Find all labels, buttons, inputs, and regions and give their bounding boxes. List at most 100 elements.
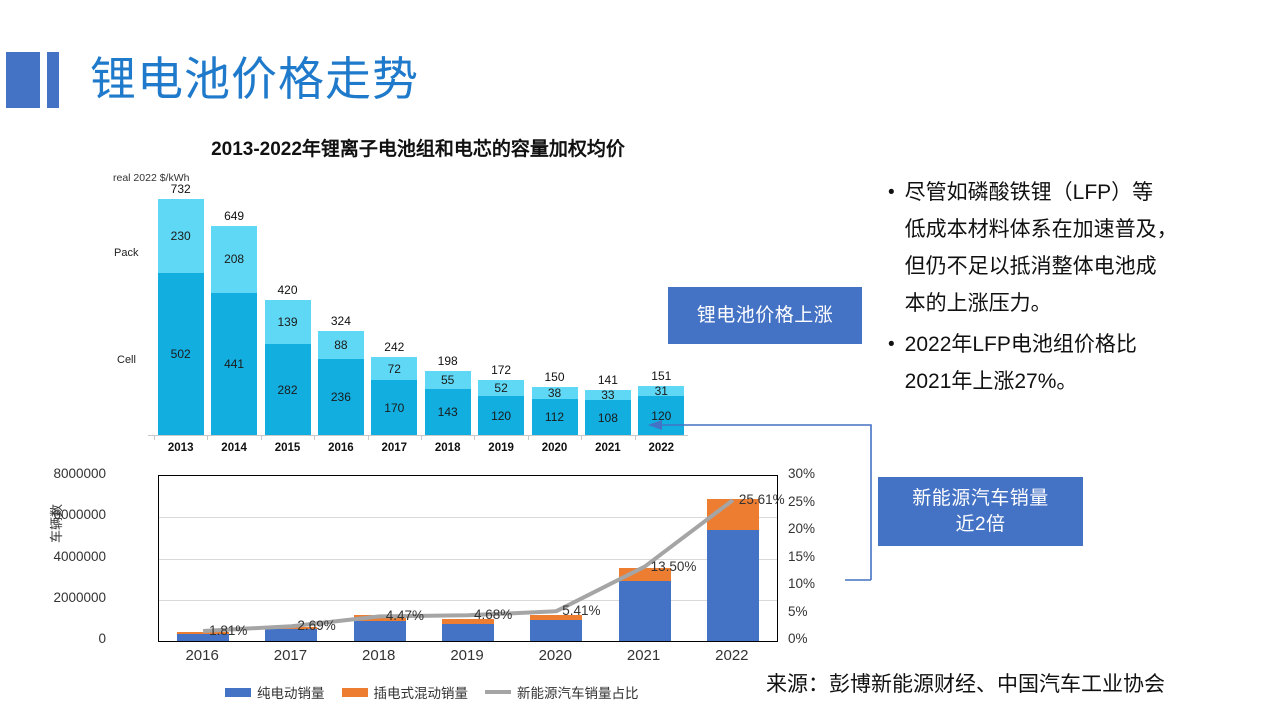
legend-label: 纯电动销量 <box>257 686 325 701</box>
secondary-y-axis-tick-label: 20% <box>788 521 816 536</box>
callout-price-increase[interactable]: 锂电池价格上涨 <box>668 287 862 344</box>
bar-segment-bev <box>618 580 671 641</box>
x-axis-tick <box>581 435 583 440</box>
x-axis-tick-label: 2017 <box>381 442 408 454</box>
nev-share-line <box>202 498 735 633</box>
y-axis-tick-label: 6000000 <box>53 507 106 523</box>
table-row <box>177 632 230 641</box>
table-row: 732 230 502 <box>157 182 204 435</box>
x-axis-tick-label: 2017 <box>273 647 308 664</box>
line-data-label: 5.41% <box>562 603 601 619</box>
x-axis-tick-label: 2022 <box>648 442 675 454</box>
gridline <box>159 599 777 601</box>
legend-item[interactable]: 插电式混动销量 <box>341 682 468 702</box>
bar-segment-phev <box>177 632 230 634</box>
bar-segment-cell-value: 120 <box>491 408 512 423</box>
source-note: 来源：彭博新能源财经、中国汽车工业协会 <box>766 673 1165 696</box>
table-row: 172 52 120 <box>478 363 525 435</box>
legend-item[interactable]: 新能源汽车销量占比 <box>485 682 639 702</box>
table-row <box>442 619 494 641</box>
bar-segment-pack: 38 <box>531 385 578 400</box>
bar-segment-cell-value: 236 <box>330 389 351 404</box>
table-row: 151 31 120 <box>638 369 685 435</box>
bar-segment-cell: 236 <box>317 358 364 435</box>
secondary-y-axis-tick-label: 30% <box>788 466 816 481</box>
table-row: 242 72 170 <box>371 340 418 435</box>
bar-segment-pack: 52 <box>478 379 525 397</box>
bullet-list: • 尽管如磷酸铁锂（LFP）等 低成本材料体系在加速普及， 但仍不足以抵消整体电池成本… <box>888 174 1280 404</box>
bar-total-label: 141 <box>597 372 618 387</box>
table-row: 198 55 143 <box>424 354 471 435</box>
bar-segment-cell-value: 441 <box>224 356 245 371</box>
line-data-label: 1.81% <box>209 623 248 639</box>
callout-price-increase-label: 锂电池价格上涨 <box>696 304 834 326</box>
secondary-y-axis-tick-label: 5% <box>788 603 808 619</box>
secondary-y-axis-tick-label: 25% <box>788 493 816 509</box>
battery-price-chart-title: 2013-2022年锂离子电池组和电芯的容量加权均价 <box>211 139 625 160</box>
line-data-label: 4.68% <box>474 607 513 623</box>
y-axis-tick-label: 4000000 <box>53 548 106 564</box>
bar-segment-cell: 120 <box>478 396 525 435</box>
x-axis-tick-label: 2019 <box>488 442 514 454</box>
legend-item[interactable]: 纯电动销量 <box>225 682 325 702</box>
y-axis-tick-label: 2000000 <box>53 589 106 605</box>
table-row: 324 88 236 <box>317 314 364 435</box>
legend-color-swatch <box>341 687 368 697</box>
bar-segment-cell-value: 108 <box>597 410 618 425</box>
secondary-y-axis-tick-label: 0% <box>788 631 808 646</box>
bullet-dot-icon: • <box>888 334 895 355</box>
line-data-label: 2.69% <box>297 618 336 634</box>
bar-segment-bev <box>706 530 759 641</box>
nev-sales-plot-area: 1.81% 2.69% 4.47% 4.68% 5.41% 13.50% 25.61% <box>158 475 785 642</box>
table-row: 420 139 282 <box>264 283 311 436</box>
list-item-line: 本的上涨压力。 <box>904 292 1052 315</box>
bar-segment-cell: 112 <box>531 398 578 435</box>
bar-segment-pack: 33 <box>584 388 631 402</box>
bar-segment-pack-value: 38 <box>547 385 562 400</box>
list-item-line: 尽管如磷酸铁锂（LFP）等 <box>904 181 1154 204</box>
bar-segment-cell-value: 170 <box>384 400 405 415</box>
x-axis-tick-label: 2018 <box>434 442 461 454</box>
battery-price-cell-axis-label: Cell <box>117 354 136 366</box>
x-axis-tick <box>367 435 369 440</box>
x-axis-tick-label: 2018 <box>362 647 396 664</box>
bar-total-label: 151 <box>651 369 672 384</box>
list-item: • 尽管如磷酸铁锂（LFP）等 低成本材料体系在加速普及， 但仍不足以抵消整体电池成本… <box>888 174 1280 322</box>
bar-segment-cell-value: 120 <box>651 408 672 423</box>
bar-segment-cell: 441 <box>211 292 258 435</box>
title-accent-thin-block <box>47 52 59 108</box>
x-axis-tick-label: 2020 <box>538 647 572 664</box>
bar-segment-cell: 282 <box>264 344 311 436</box>
bar-total-label: 324 <box>330 313 351 328</box>
x-axis-tick <box>474 435 476 440</box>
bar-segment-pack-value: 31 <box>654 384 668 399</box>
bar-segment-cell-value: 143 <box>437 404 458 419</box>
bar-segment-cell-value: 502 <box>170 347 191 362</box>
table-row: 150 38 112 <box>531 370 578 435</box>
bar-segment-pack: 230 <box>157 199 204 274</box>
bar-segment-bev <box>442 623 494 641</box>
list-item-text: 尽管如磷酸铁锂（LFP）等 低成本材料体系在加速普及， 但仍不足以抵消整体电池成 本的… <box>905 174 1178 322</box>
callout-nev-sales-line1: 新能源汽车销量 <box>912 487 1049 509</box>
x-axis-tick-label: 2015 <box>274 442 301 454</box>
x-axis-tick-label: 2020 <box>541 442 568 454</box>
bar-segment-cell: 120 <box>638 396 685 435</box>
legend-line-swatch <box>485 690 511 694</box>
bar-segment-bev <box>530 620 583 641</box>
bar-segment-pack-value: 208 <box>224 252 245 267</box>
callout-nev-sales[interactable]: 新能源汽车销量 近2倍 <box>878 477 1083 546</box>
bar-total-label: 732 <box>170 182 191 197</box>
x-axis-tick-label: 2014 <box>221 442 247 454</box>
bar-segment-pack: 55 <box>424 371 471 389</box>
battery-price-chart: 2013-2022年锂离子电池组和电芯的容量加权均价 real 2022 $/k… <box>108 130 688 470</box>
x-axis-tick <box>314 435 316 440</box>
x-axis-tick <box>154 435 155 440</box>
nev-sales-legend: 纯电动销量 插电式混动销量 新能源汽车销量占比 <box>225 682 649 702</box>
bar-segment-pack-value: 55 <box>441 373 455 388</box>
x-axis-tick <box>527 435 529 440</box>
bar-segment-pack: 88 <box>317 330 364 359</box>
bar-segment-bev <box>177 633 230 641</box>
list-item-text: 2022年LFP电池组价格比 2021年上涨27%。 <box>905 326 1137 400</box>
table-row <box>706 499 759 641</box>
